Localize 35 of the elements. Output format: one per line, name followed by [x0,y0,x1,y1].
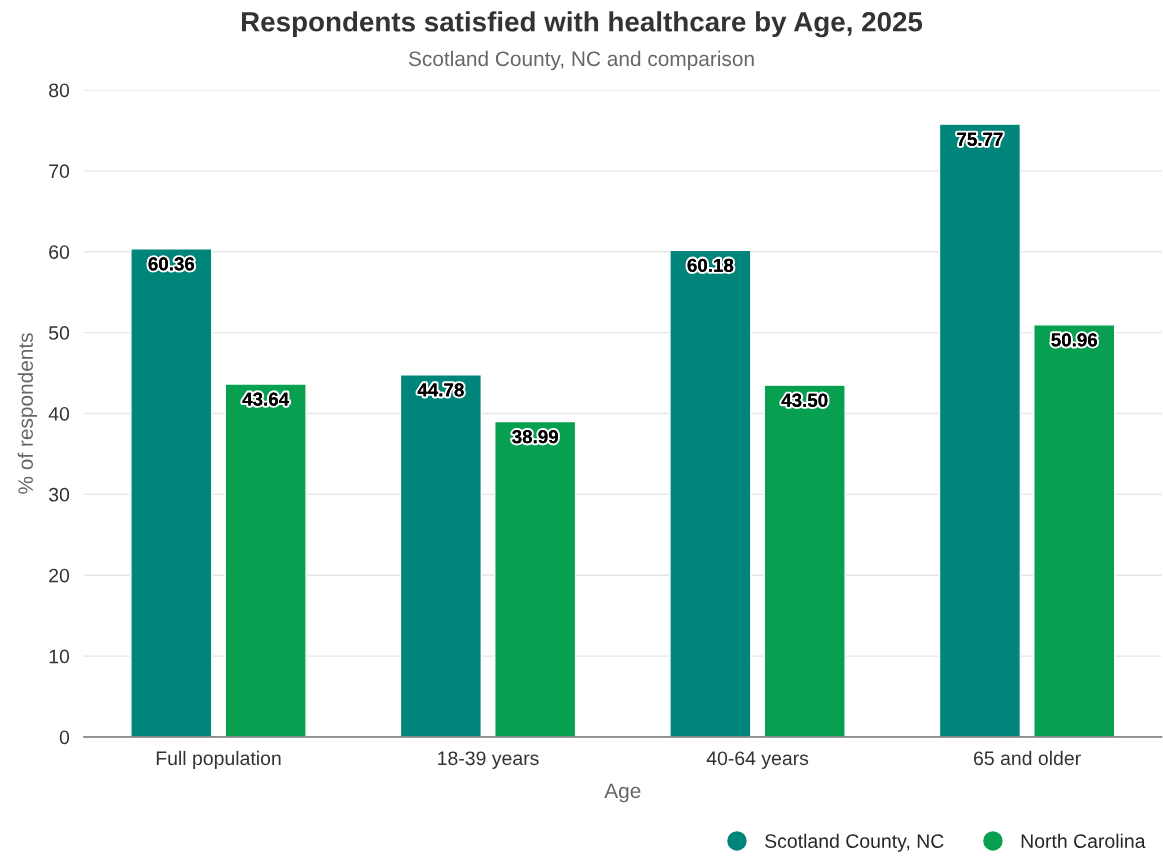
x-axis-title: Age [604,783,641,803]
y-tick-label: 80 [49,83,70,98]
x-tick-label: 40-64 years [706,751,809,769]
bar [130,248,213,737]
legend-label: North Carolina [1021,833,1146,848]
bar [938,123,1022,737]
legend-label: Scotland County, NC [765,833,944,852]
x-tick-label: 18-39 years [438,751,539,769]
data-label: 38.99 [512,430,558,444]
data-label: 43.64 [242,392,290,406]
data-label: 43.50 [781,393,828,407]
y-tick-label: 40 [48,406,70,421]
y-tick-label: 70 [49,164,70,179]
chart-title: Respondents satisfied with healthcare by Age, 2025 [241,11,923,38]
bar [399,374,482,737]
x-tick-label: 65 and older [974,750,1081,766]
y-tick-label: 0 [59,730,70,745]
bar [224,383,307,737]
bar [494,420,577,737]
y-tick-label: 50 [49,326,70,340]
bar [763,384,846,737]
y-tick-label: 30 [48,487,70,502]
data-label: 60.36 [148,257,195,271]
x-tick-label: Full population [156,750,281,769]
data-label: 44.78 [417,383,464,397]
bar [669,249,752,737]
y-tick-label: 20 [49,568,70,583]
y-tick-label: 10 [49,649,70,664]
data-label: 75.77 [957,132,1003,146]
chart-subtitle: Scotland County, NC and comparison [408,50,754,71]
y-tick-label: 60 [49,245,70,259]
bar [1033,324,1116,737]
data-label: 60.18 [687,258,734,272]
y-axis-title: % of respondents [17,333,38,494]
data-label: 50.96 [1051,333,1098,347]
